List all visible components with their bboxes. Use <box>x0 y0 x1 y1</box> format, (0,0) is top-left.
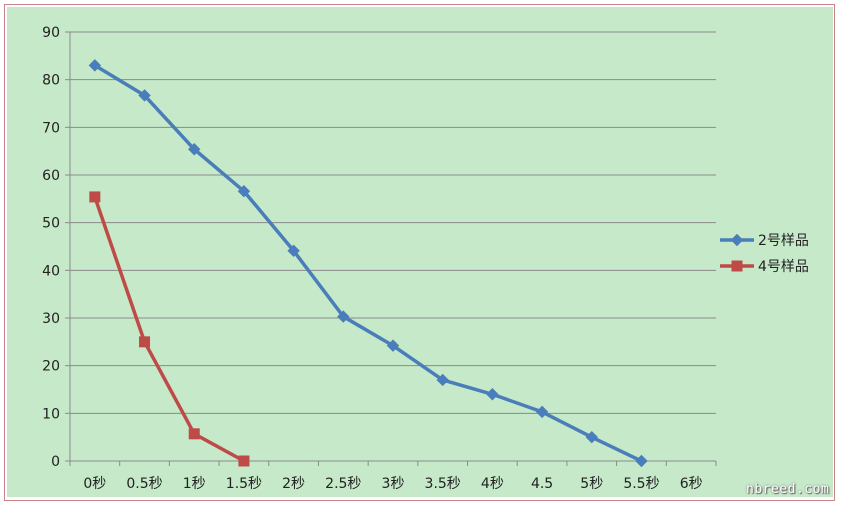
data-point <box>139 336 151 348</box>
data-point <box>386 339 400 352</box>
data-point <box>238 455 250 467</box>
y-tick-label: 70 <box>42 120 60 136</box>
gridlines <box>70 31 716 414</box>
y-axis-ticks: 0 10 20 30 40 50 60 70 80 90 <box>42 25 60 470</box>
series-2 <box>89 191 250 467</box>
y-tick-label: 90 <box>42 25 60 41</box>
data-point <box>535 405 549 419</box>
x-axis-ticks: 0秒 0.5秒 1秒 1.5秒 2秒 2.5秒 3秒 3.5秒 4秒 4.5 5秒 5.5秒 6秒 <box>83 476 702 492</box>
x-tick-label: 3.5秒 <box>425 476 461 492</box>
series-layer <box>88 59 648 468</box>
data-point <box>287 244 300 257</box>
data-point <box>337 310 350 323</box>
x-tick-label: 5.5秒 <box>623 476 659 492</box>
data-point <box>635 454 648 468</box>
legend-label: 2号样品 <box>758 233 809 249</box>
legend: 2号样品 4号样品 <box>720 233 809 275</box>
data-point <box>188 143 201 156</box>
x-tick-label: 2秒 <box>282 476 305 492</box>
x-tick-label: 4秒 <box>481 476 504 492</box>
y-tick-label: 80 <box>42 73 60 89</box>
chart-frame <box>4 4 835 501</box>
series-line <box>93 63 643 463</box>
x-tick-label: 6秒 <box>680 476 703 492</box>
data-point <box>436 373 449 387</box>
data-point <box>486 388 499 401</box>
x-tick-label: 1.5秒 <box>226 476 262 492</box>
chart-background <box>7 7 833 497</box>
data-point <box>237 184 251 198</box>
data-point <box>89 191 101 203</box>
series-1 <box>88 59 648 468</box>
legend-item: 2号样品 <box>720 233 809 249</box>
legend-marker <box>730 233 744 247</box>
x-tick-label: 0秒 <box>83 476 106 492</box>
legend-item: 4号样品 <box>720 259 809 275</box>
x-tick-label: 5秒 <box>580 476 603 492</box>
data-point <box>88 59 102 72</box>
y-tick-label: 50 <box>42 216 60 232</box>
watermark: nbreed.com <box>746 482 830 497</box>
y-tick-label: 40 <box>42 263 60 279</box>
y-tick-label: 0 <box>51 454 60 470</box>
x-tick-label: 3秒 <box>382 476 405 492</box>
y-tick-label: 30 <box>42 311 60 327</box>
x-tick-label: 1秒 <box>183 476 206 492</box>
x-tick-label: 0.5秒 <box>126 476 162 492</box>
axes <box>65 31 717 466</box>
legend-label: 4号样品 <box>758 259 809 275</box>
y-tick-label: 60 <box>42 168 60 184</box>
x-tick-label: 4.5 <box>531 476 553 492</box>
legend-marker <box>731 260 743 272</box>
data-point <box>188 428 200 440</box>
data-point <box>585 430 598 444</box>
data-point <box>138 89 151 102</box>
y-tick-label: 20 <box>42 359 60 375</box>
x-tick-label: 2.5秒 <box>325 476 361 492</box>
series-line <box>93 196 245 463</box>
y-tick-label: 10 <box>42 406 60 422</box>
